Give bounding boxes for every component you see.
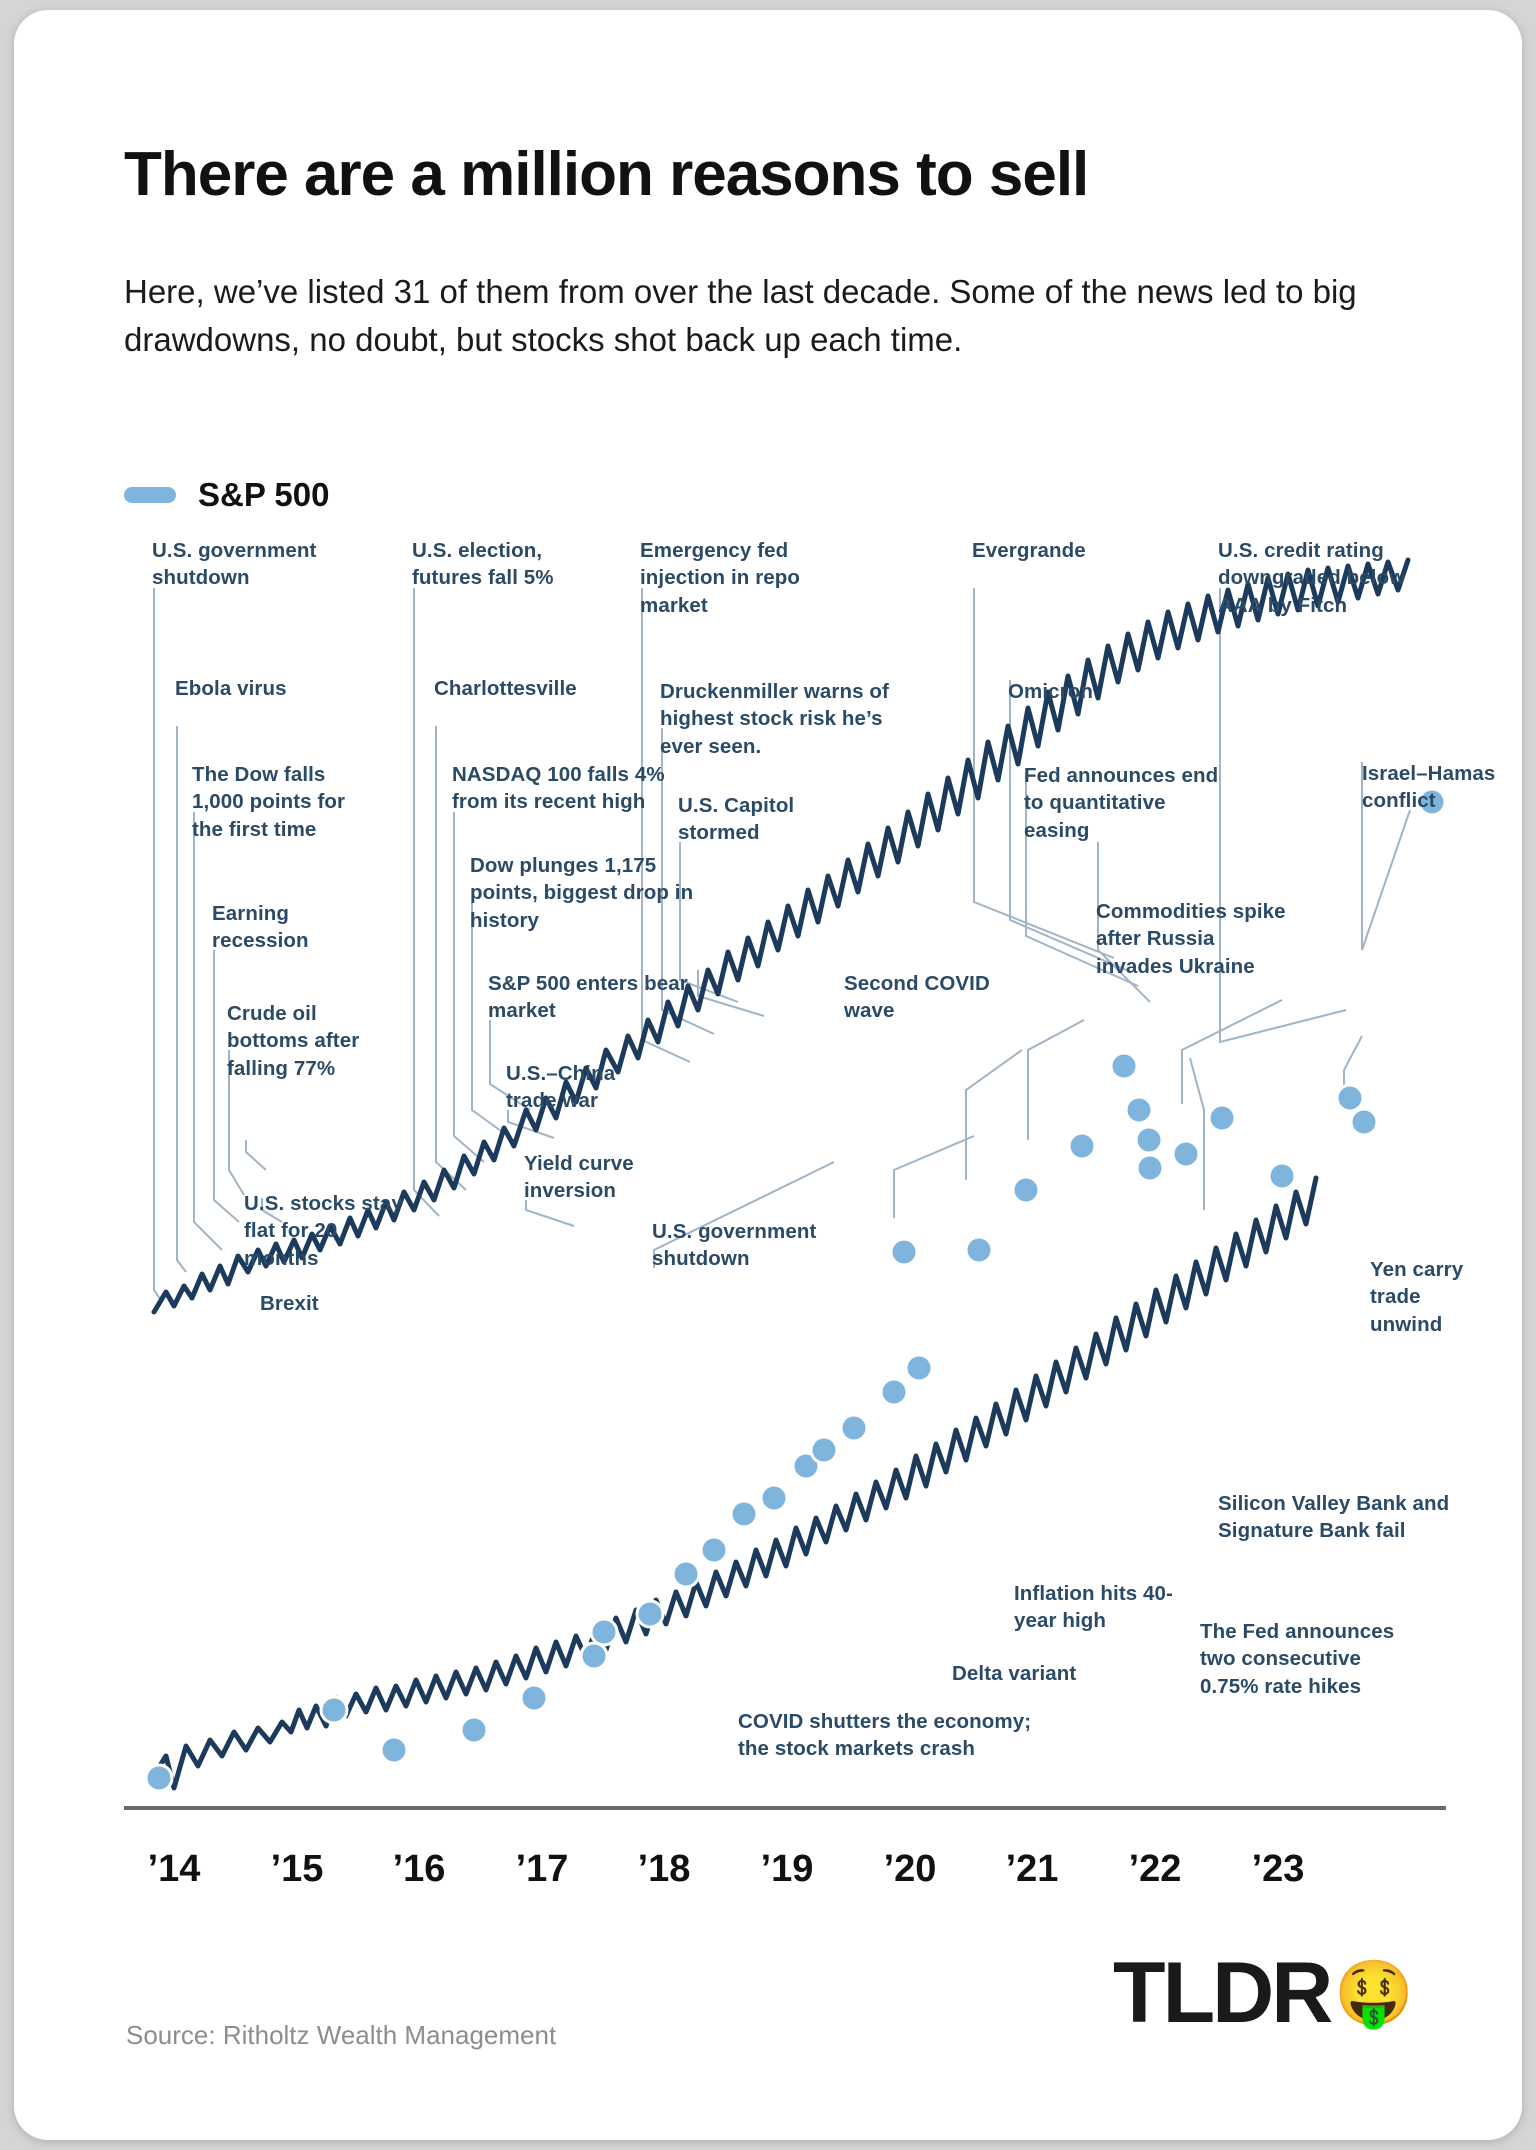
annotation-us-government-shutdown-2019: U.S. government shutdown [652,1220,817,1271]
annotation-fed-ends-qe: Fed announces end to quantitative easing [1024,764,1219,842]
marker-us-capitol-stormed [1011,1175,1041,1205]
marker-commodities-spike [1135,1153,1165,1183]
x-tick-2018: ’18 [637,1848,691,1890]
x-tick-2023: ’23 [1251,1848,1305,1890]
brand-logo: TLDR 🤑 [1113,1950,1414,2036]
annotation-evergrande: Evergrande [972,539,1086,562]
annotation-yen-carry-trade-unwind: Israel–Hamas conflict [1362,762,1496,813]
marker-emergency-fed-repo [879,1377,909,1407]
page-subtitle: Here, we’ve listed 31 of them from over … [124,273,1357,358]
leader-lines [153,588,1411,1303]
marker-dow-plunges-1175 [729,1499,759,1529]
marker-charlottesville [671,1559,701,1589]
marker-svb-signature [1267,1161,1297,1191]
marker-nasdaq-falls [699,1535,729,1565]
annotation-omicron: Omicron [1008,680,1093,703]
marker-earning-recession [459,1715,489,1745]
marker-ebola-virus [319,1695,349,1725]
x-tick-2014: ’14 [147,1848,201,1890]
annotation-yield-curve-inversion: Yield curve inversion [524,1152,634,1203]
source-caption: Source: Ritholtz Wealth Management [126,2020,557,2050]
money-mouth-face-icon: 🤑 [1334,1957,1414,2029]
annotation-inflation-40-year-high: Inflation hits 40-year high [1014,1582,1173,1633]
annotation-dow-plunges-1175: Dow plunges 1,175 points, biggest drop i… [470,854,694,932]
marker-us-credit-downgrade [1335,1083,1365,1113]
annotation-nasdaq-100-falls-4: NASDAQ 100 falls 4% from its recent high [452,763,665,814]
annotation-crude-oil-bottoms: Crude oil bottoms after falling 77% [227,1002,360,1080]
x-tick-2016: ’16 [392,1848,446,1890]
sp500-markers [144,787,1447,1793]
marker-omicron [1124,1095,1154,1125]
page-title: There are a million reasons to sell [124,140,1089,209]
annotation-svb-signature-fail: Silicon Valley Bank and Signature Bank f… [1218,1492,1450,1543]
annotation-fed-two-075-hikes: The Fed announces two consecutive 0.75% … [1200,1620,1395,1698]
marker-israel-hamas [1349,1107,1379,1137]
x-axis-tick-labels: ’14 ’15 ’16 ’17 ’18 ’19 ’20 ’21 ’22 ’23 [14,1848,1522,1908]
legend-label-sp500: S&P 500 [198,476,330,513]
annotation-us-government-shutdown-2013: U.S. government shutdown [152,539,317,590]
x-tick-2022: ’22 [1128,1848,1182,1890]
marker-sp500-bear-market [759,1483,789,1513]
marker-yen-carry-unwind [1417,787,1447,817]
annotation-us-election-futures-fall: U.S. election, futures fall 5% [412,539,554,590]
annotation-brexit: Brexit [260,1292,319,1315]
marker-covid-shutters [904,1353,934,1383]
marker-druckenmiller-warns [889,1237,919,1267]
annotation-covid-shutters-economy: COVID shutters the economy; the stock ma… [738,1710,1032,1761]
annotation-us-credit-downgrade: U.S. credit rating downgraded below AAA … [1218,539,1406,617]
annotation-ebola-virus: Ebola virus [175,677,287,700]
chart-legend: S&P 500 [124,476,329,514]
marker-us-stocks-flat [579,1641,609,1671]
marker-delta-variant [1067,1131,1097,1161]
x-tick-2020: ’20 [883,1848,937,1890]
marker-brexit [589,1617,619,1647]
annotation-us-china-trade-war: U.S.–China trade war [506,1062,616,1113]
legend-swatch-sp500 [124,487,176,503]
annotation-emergency-fed-repo: Emergency fed injection in repo market [640,539,801,617]
marker-fed-rate-hikes [1207,1103,1237,1133]
marker-us-government-shutdown-2013 [144,1763,174,1793]
annotation-second-covid-wave: Second COVID wave [844,972,990,1023]
annotation-dow-falls-1000-points: The Dow falls 1,000 points for the first… [192,763,346,841]
annotation-earning-recession: Earning recession [212,902,309,953]
annotation-charlottesville: Charlottesville [434,677,577,700]
marker-us-government-shutdown-2019 [839,1413,869,1443]
annotation-delta-variant: Delta variant [952,1662,1077,1685]
annotation-sp500-bear-market: S&P 500 enters bear market [488,972,688,1023]
chart-plot-area: U.S. government shutdown Ebola virus The… [14,539,1522,1820]
marker-fed-ends-qe [1134,1125,1164,1155]
marker-us-china-trade-war [791,1451,821,1481]
marker-us-election [635,1599,665,1629]
x-tick-2017: ’17 [515,1848,569,1890]
x-tick-2021: ’21 [1005,1848,1059,1890]
x-tick-2019: ’19 [760,1848,814,1890]
sp500-line [151,557,1411,1315]
x-tick-2015: ’15 [270,1848,324,1890]
marker-crude-oil-bottoms [519,1683,549,1713]
marker-evergrande [1109,1051,1139,1081]
annotation-us-capitol-stormed: U.S. Capitol stormed [678,794,795,845]
marker-dow-falls-1000 [379,1735,409,1765]
sp500-line-chart [124,557,1447,1810]
annotation-druckenmiller-warns: Druckenmiller warns of highest stock ris… [660,680,889,758]
annotation-commodities-spike-russia: Commodities spike after Russia invades U… [1096,900,1286,978]
infographic-card: There are a million reasons to sell Here… [14,10,1522,2140]
sp500-line-actual [151,1175,1319,1791]
marker-yield-curve-inversion [809,1435,839,1465]
annotation-israel-hamas-conflict: Yen carry trade unwind [1370,1258,1464,1336]
brand-wordmark: TLDR [1113,1945,1333,2041]
marker-second-covid-wave [964,1235,994,1265]
marker-inflation-40yr [1171,1139,1201,1169]
annotation-us-stocks-flat-20-months: U.S. stocks stay flat for 20 months [244,1192,403,1270]
